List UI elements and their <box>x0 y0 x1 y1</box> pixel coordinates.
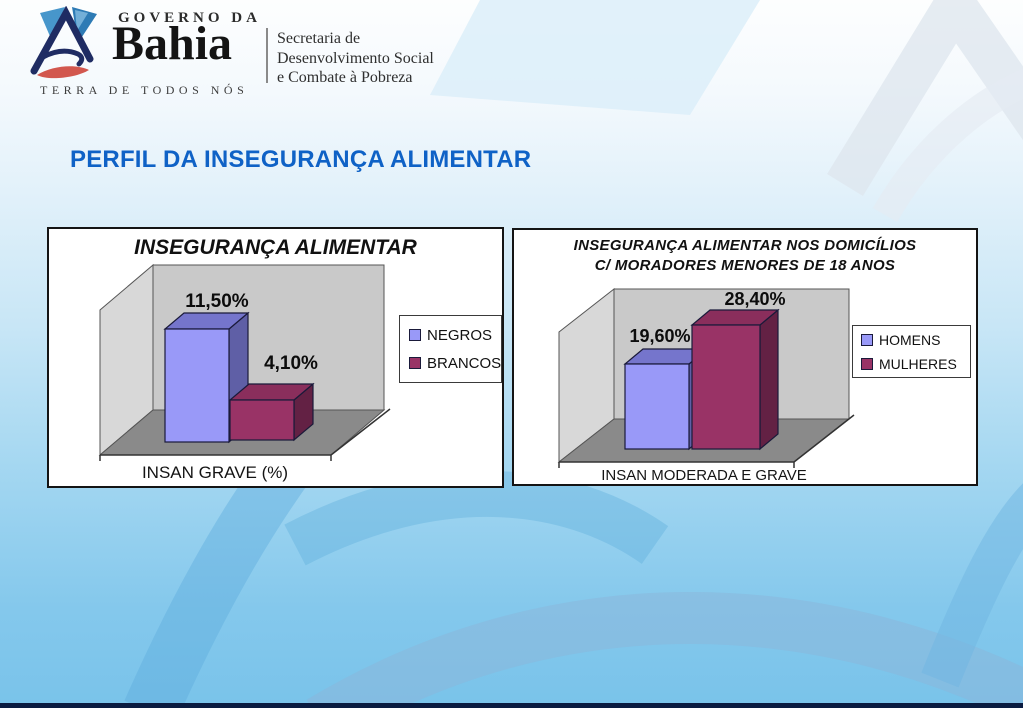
legend-label-negros: NEGROS <box>427 326 493 344</box>
legend-swatch-homens <box>861 333 873 346</box>
legend-label-homens: HOMENS <box>879 331 941 348</box>
logo-red-swoosh <box>37 66 89 79</box>
legend-item-brancos: BRANCOS <box>409 355 501 372</box>
logo-sail-highlight <box>75 10 88 31</box>
chart-panel-insan-moderada: INSEGURANÇA ALIMENTAR NOS DOMICÍLIOS C/ … <box>512 228 978 486</box>
chart-scene-left: 11,50% 4,10% INSAN GRAVE (%) <box>98 263 391 482</box>
legend-item-negros: NEGROS <box>409 327 501 344</box>
legend-swatch-brancos <box>409 357 421 369</box>
value-label-negros: 11,50% <box>185 291 248 312</box>
logo-governo-text: GOVERNO DA <box>118 10 261 26</box>
bottom-navy-strip <box>0 703 1023 708</box>
logo-a-crossbar <box>40 48 85 67</box>
bar-mulheres-front <box>691 324 761 450</box>
swirl-top-right-curve <box>872 68 1023 223</box>
legend-label-brancos: BRANCOS <box>427 354 502 372</box>
value-label-homens: 19,60% <box>629 326 690 346</box>
logo-a-stroke <box>30 6 94 75</box>
legend-left: NEGROS BRANCOS <box>399 315 502 383</box>
bar-homens-front <box>624 363 690 450</box>
chart-panel-insan-grave: INSEGURANÇA ALIMENTAR 11,50% 4,10% INSAN… <box>47 227 504 488</box>
logo-bahia-text: Bahia <box>112 17 233 70</box>
legend-swatch-negros <box>409 329 421 341</box>
page-title: PERFIL DA INSEGURANÇA ALIMENTAR <box>70 146 532 173</box>
swirl-branch-stroke <box>284 471 669 566</box>
secretaria-line-1: Secretaria de <box>277 30 361 47</box>
swirl-right-edge <box>921 483 1023 688</box>
legend-right: HOMENS MULHERES <box>852 325 971 378</box>
chart-title-right-line-2: C/ MORADORES MENORES DE 18 ANOS <box>594 257 896 275</box>
secretaria-text: Secretaria de Desenvolvimento Social e C… <box>277 29 434 88</box>
bahia-logo-mark <box>30 6 97 79</box>
x-axis-label-left: INSAN GRAVE (%) <box>142 463 288 482</box>
bar-brancos-front <box>229 399 295 441</box>
x-axis-line <box>558 414 855 468</box>
x-axis-label-right: INSAN MODERADA E GRAVE <box>601 467 807 484</box>
bar-negros-front <box>164 328 230 443</box>
x-axis-line <box>99 408 391 461</box>
logo-sail-left <box>40 7 65 41</box>
chart-title-right-line-1: INSEGURANÇA ALIMENTAR NOS DOMICÍLIOS <box>573 237 917 254</box>
chart-scene-right: 19,60% 28,40% INSAN MODERADA E GRAVE <box>557 287 855 484</box>
legend-swatch-mulheres <box>861 357 873 370</box>
chart-title-left: INSEGURANÇA ALIMENTAR <box>134 236 417 259</box>
legend-item-mulheres: MULHERES <box>861 356 970 372</box>
secretaria-line-3: e Combate à Pobreza <box>277 69 413 87</box>
logo-tagline: TERRA DE TODOS NÓS <box>40 83 249 97</box>
chart-title-right: INSEGURANÇA ALIMENTAR NOS DOMICÍLIOS C/ … <box>514 236 976 277</box>
secretaria-line-2: Desenvolvimento Social <box>277 49 434 67</box>
value-label-mulheres: 28,40% <box>724 289 785 309</box>
bar-mulheres-side <box>759 308 779 451</box>
header: GOVERNO DA Bahia TERRA DE TODOS NÓS Secr… <box>0 0 1023 104</box>
value-label-brancos: 4,10% <box>264 353 318 374</box>
legend-item-homens: HOMENS <box>861 332 970 348</box>
swirl-top-light-patch <box>430 0 760 115</box>
legend-label-mulheres: MULHERES <box>879 355 957 372</box>
header-separator <box>266 28 268 83</box>
